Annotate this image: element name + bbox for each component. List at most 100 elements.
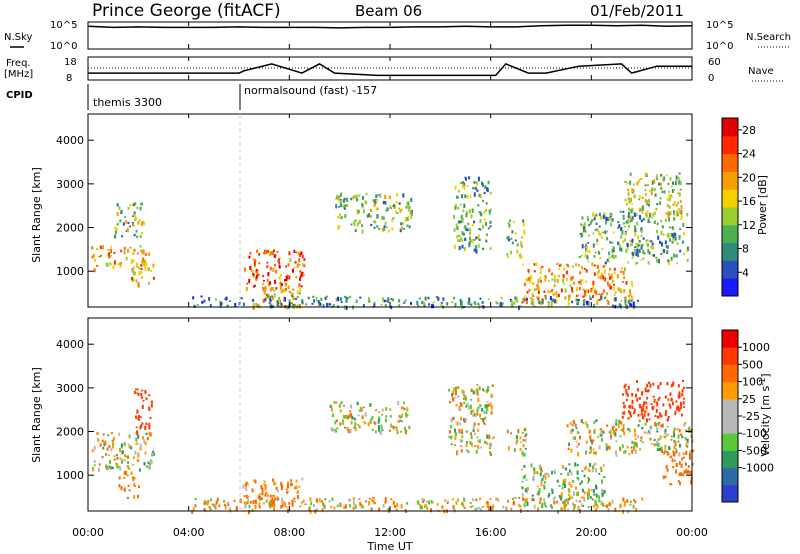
heatmap-cell <box>610 273 613 278</box>
heatmap-cell <box>256 303 259 308</box>
heatmap-cell <box>400 415 403 419</box>
heatmap-cell <box>136 431 139 435</box>
heatmap-cell <box>666 382 669 386</box>
heatmap-cell <box>219 300 222 304</box>
heatmap-cell <box>340 192 343 197</box>
heatmap-cell <box>353 501 355 506</box>
heatmap-cell <box>465 443 468 447</box>
heatmap-cell <box>678 192 681 197</box>
heatmap-cell <box>287 285 290 290</box>
heatmap-cell <box>582 302 585 306</box>
heatmap-cell <box>560 492 563 497</box>
heatmap-cell <box>128 489 131 492</box>
heatmap-cell <box>548 493 551 497</box>
heatmap-cell <box>358 498 361 500</box>
heatmap-cell <box>474 301 477 306</box>
heatmap-cell <box>96 248 99 251</box>
heatmap-cell <box>644 199 647 203</box>
heatmap-cell <box>274 279 277 284</box>
heatmap-cell <box>127 443 130 446</box>
heatmap-cell <box>638 240 641 243</box>
heatmap-cell <box>571 300 574 304</box>
heatmap-cell <box>252 303 255 307</box>
heatmap-cell <box>459 182 462 185</box>
heatmap-cell <box>273 495 275 497</box>
heatmap-cell <box>486 233 489 236</box>
heatmap-cell <box>645 406 648 410</box>
heatmap-cell <box>98 467 100 472</box>
heatmap-cell <box>514 239 517 242</box>
heatmap-cell <box>622 401 625 405</box>
heatmap-cell <box>523 464 526 468</box>
heatmap-cell <box>233 499 236 502</box>
heatmap-cell <box>277 497 280 501</box>
heatmap-cell <box>136 265 139 268</box>
heatmap-cell <box>580 223 583 226</box>
heatmap-cell <box>682 386 685 389</box>
heatmap-cell <box>673 453 676 457</box>
heatmap-cell <box>678 394 681 399</box>
heatmap-cell <box>609 431 612 434</box>
heatmap-cell <box>575 427 578 429</box>
heatmap-cell <box>478 439 481 443</box>
heatmap-cell <box>410 213 413 217</box>
heatmap-cell <box>113 458 116 461</box>
heatmap-cell <box>463 225 466 230</box>
heatmap-cell <box>483 210 486 215</box>
heatmap-cell <box>620 421 623 425</box>
heatmap-cell <box>673 202 676 206</box>
heatmap-cell <box>455 391 457 396</box>
heatmap-cell <box>99 245 102 250</box>
heatmap-cell <box>484 440 486 444</box>
heatmap-cell <box>311 303 314 305</box>
heatmap-cell <box>631 256 634 259</box>
heatmap-cell <box>477 428 480 432</box>
heatmap-cell <box>354 422 357 427</box>
heatmap-cell <box>641 206 644 211</box>
heatmap-cell <box>682 474 685 476</box>
heatmap-cell <box>658 182 661 186</box>
heatmap-cell <box>645 401 648 405</box>
heatmap-cell <box>216 497 219 502</box>
heatmap-cell <box>132 259 135 262</box>
heatmap-cell <box>605 216 608 221</box>
heatmap-cell <box>489 442 492 447</box>
heatmap-cell <box>638 397 641 400</box>
heatmap-cell <box>585 249 588 253</box>
heatmap-cell <box>272 250 274 255</box>
heatmap-cell <box>225 296 228 301</box>
heatmap-cell <box>575 499 578 503</box>
heatmap-cell <box>619 210 622 213</box>
heatmap-cell <box>475 508 478 512</box>
heatmap-cell <box>382 503 385 508</box>
heatmap-cell <box>469 195 472 198</box>
heatmap-cell <box>378 425 380 429</box>
heatmap-cell <box>358 409 361 412</box>
heatmap-cell <box>262 252 265 254</box>
heatmap-cell <box>349 414 352 418</box>
heatmap-cell <box>516 299 519 303</box>
heatmap-cell <box>387 507 390 512</box>
heatmap-cell <box>620 270 623 273</box>
heatmap-cell <box>647 248 650 253</box>
heatmap-cell <box>666 418 669 422</box>
heatmap-cell <box>459 408 462 412</box>
heatmap-cell <box>400 222 403 226</box>
heatmap-cell <box>441 505 444 510</box>
heatmap-cell <box>550 504 553 508</box>
heatmap-cell <box>358 219 361 224</box>
heatmap-cell <box>246 282 249 285</box>
heatmap-cell <box>590 439 593 443</box>
heatmap-cell <box>279 304 282 308</box>
heatmap-cell <box>678 172 681 175</box>
heatmap-cell <box>625 398 628 402</box>
heatmap-cell <box>544 295 547 297</box>
heatmap-cell <box>285 506 288 509</box>
heatmap-cell <box>571 287 573 292</box>
heatmap-cell <box>612 431 615 435</box>
heatmap-cell <box>479 194 482 199</box>
heatmap-cell <box>456 235 459 239</box>
heatmap-cell <box>521 245 524 249</box>
x-tick-label: 08:00 <box>273 526 305 539</box>
heatmap-cell <box>660 446 663 451</box>
